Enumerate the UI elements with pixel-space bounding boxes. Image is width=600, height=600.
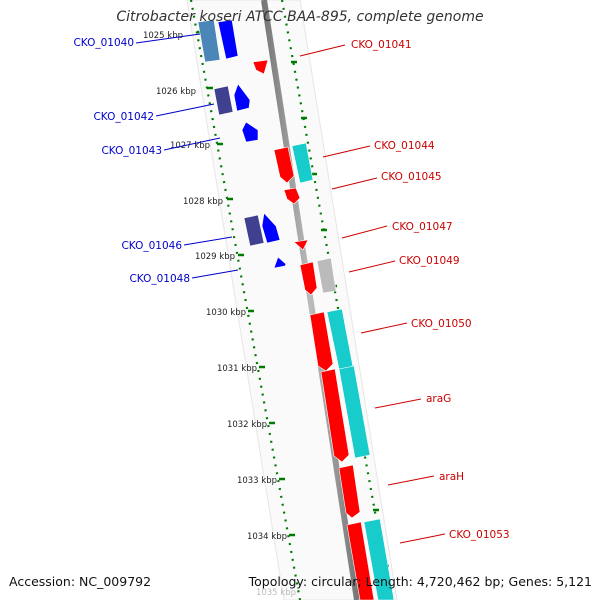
scale-line-left [189,0,302,600]
gene-label-cko-01040[interactable]: CKO_01040 [73,37,134,49]
scale-label-1035: 1035 kbp [256,588,296,598]
scale-label-1027: 1027 kbp [170,141,210,151]
gene-feature-cko-01042-purple[interactable] [213,85,234,116]
gene-feature-cko-01047[interactable] [293,239,309,251]
scale-label-1026: 1026 kbp [156,87,196,97]
gene-feature-cko-01053-red[interactable] [346,521,375,600]
gene-feature-cko-01046-purple[interactable] [243,214,265,247]
right-leaders [299,44,446,544]
gene-label-arag[interactable]: araG [426,393,451,405]
gene-feature-cko-01042-blue[interactable] [233,83,251,112]
inner-band [186,0,360,600]
gene-feature-cko-01040-steel[interactable] [197,19,221,63]
gene-label-cko-01053[interactable]: CKO_01053 [449,529,510,541]
gene-label-cko-01044[interactable]: CKO_01044 [374,140,435,152]
scale-label-1031: 1031 kbp [217,364,257,374]
scale-label-1025: 1025 kbp [143,31,183,41]
scale-label-1032: 1032 kbp [227,420,267,430]
gene-label-cko-01045[interactable]: CKO_01045 [381,171,442,183]
genome-stats-text: Topology: circular; Length: 4,720,462 bp… [248,574,592,589]
gene-label-cko-01048[interactable]: CKO_01048 [129,273,190,285]
genome-backbone [261,0,360,600]
gene-label-cko-01047[interactable]: CKO_01047 [392,221,453,233]
gene-label-cko-01046[interactable]: CKO_01046 [121,240,182,252]
gene-feature-cko-01040-blue[interactable] [217,19,239,60]
reverse-genes [197,19,287,269]
gene-feature-cko-01049-gray[interactable] [316,257,337,294]
scale-label-1033: 1033 kbp [237,476,277,486]
gene-feature-arah[interactable] [338,464,361,519]
gene-label-cko-01041[interactable]: CKO_01041 [351,39,412,51]
gene-feature-cko-01043[interactable] [241,121,259,143]
gene-feature-cko-01048[interactable] [273,256,287,269]
scale-line-right [280,0,393,600]
scale-label-1028: 1028 kbp [183,197,223,207]
gene-feature-cko-01044-red[interactable] [273,146,295,184]
accession-text: Accession: NC_009792 [9,574,152,589]
gene-label-cko-01043[interactable]: CKO_01043 [101,145,162,157]
scale-label-1029: 1029 kbp [195,252,235,262]
gene-feature-cko-01041[interactable] [252,59,269,75]
gene-feature-arag-cyan[interactable] [338,365,371,459]
gene-label-cko-01050[interactable]: CKO_01050 [411,318,472,330]
gene-label-cko-01049[interactable]: CKO_01049 [399,255,460,267]
forward-genes [252,59,395,600]
gene-feature-cko-01045[interactable] [283,187,301,205]
gene-feature-cko-01053-cyan[interactable] [363,518,395,600]
gene-feature-arag-red[interactable] [320,368,350,463]
gene-feature-cko-01050-red[interactable] [309,311,334,372]
gene-feature-cko-01046-blue[interactable] [261,212,281,244]
scale-label-1030: 1030 kbp [206,308,246,318]
gene-feature-cko-01044-cyan[interactable] [291,142,314,184]
gene-label-cko-01042[interactable]: CKO_01042 [93,111,154,123]
map-title: Citrobacter koseri ATCC BAA-895, complet… [116,9,484,25]
gene-feature-cko-01049-red[interactable] [299,261,318,296]
scale-label-1034: 1034 kbp [247,532,287,542]
left-leaders [135,33,239,279]
gene-label-arah[interactable]: araH [439,471,464,483]
